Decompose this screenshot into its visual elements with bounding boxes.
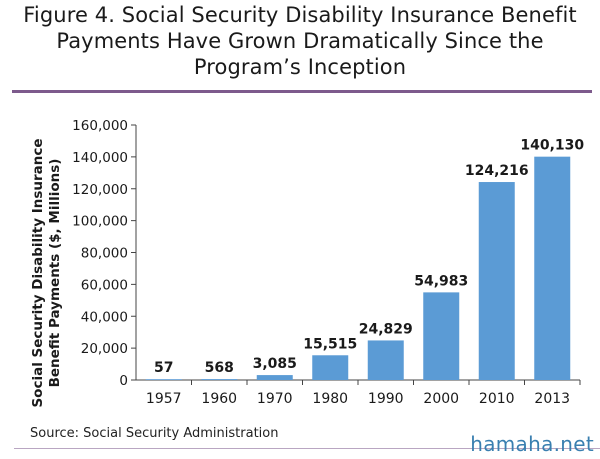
title-line-1: Figure 4. Social Security Disability Ins… xyxy=(23,3,577,27)
y-tick-label: 40,000 xyxy=(81,309,128,325)
bar xyxy=(534,156,571,380)
bar-chart: Social Security Disability Insurance Bene… xyxy=(30,118,584,408)
watermark: hamaha.net xyxy=(470,432,594,456)
x-tick-label: 1990 xyxy=(368,391,404,407)
bar xyxy=(423,292,460,380)
title-line-2: Payments Have Grown Dramatically Since t… xyxy=(56,29,544,53)
y-tick-label: 120,000 xyxy=(72,182,128,198)
y-tick-label: 20,000 xyxy=(81,341,128,357)
x-tick-label: 2010 xyxy=(479,391,515,407)
bar xyxy=(312,355,349,380)
data-label: 3,085 xyxy=(253,356,297,372)
x-tick-label: 1957 xyxy=(146,391,182,407)
y-tick-label: 80,000 xyxy=(81,246,128,262)
x-tick-label: 1960 xyxy=(201,391,237,407)
data-label: 140,130 xyxy=(520,138,584,154)
bar xyxy=(145,379,182,380)
data-label: 568 xyxy=(205,360,234,376)
y-axis-label-line-2: Benefit Payments ($, Millions) xyxy=(47,159,63,388)
data-label: 15,515 xyxy=(303,336,357,352)
bottom-divider xyxy=(14,448,600,449)
bar xyxy=(256,375,293,380)
x-tick-label: 2000 xyxy=(423,391,459,407)
title-divider xyxy=(12,90,592,93)
y-tick-label: 140,000 xyxy=(72,150,128,166)
y-tick-label: 0 xyxy=(119,373,128,389)
source-note: Source: Social Security Administration xyxy=(30,426,279,441)
data-label: 24,829 xyxy=(359,321,413,337)
bar xyxy=(201,379,238,380)
y-axis-label-line-1: Social Security Disability Insurance xyxy=(30,138,46,407)
y-tick-label: 100,000 xyxy=(72,214,128,230)
bar xyxy=(478,182,515,380)
y-tick-label: 160,000 xyxy=(72,118,128,134)
data-label: 57 xyxy=(154,360,173,376)
data-label: 124,216 xyxy=(465,163,529,179)
data-label: 54,983 xyxy=(414,273,468,289)
chart-title: Figure 4. Social Security Disability Ins… xyxy=(0,2,600,80)
x-tick-label: 1980 xyxy=(312,391,348,407)
x-tick-label: 1970 xyxy=(257,391,293,407)
x-tick-label: 2013 xyxy=(534,391,570,407)
title-line-3: Program’s Inception xyxy=(193,55,407,79)
bar xyxy=(367,340,404,380)
y-tick-label: 60,000 xyxy=(81,277,128,293)
